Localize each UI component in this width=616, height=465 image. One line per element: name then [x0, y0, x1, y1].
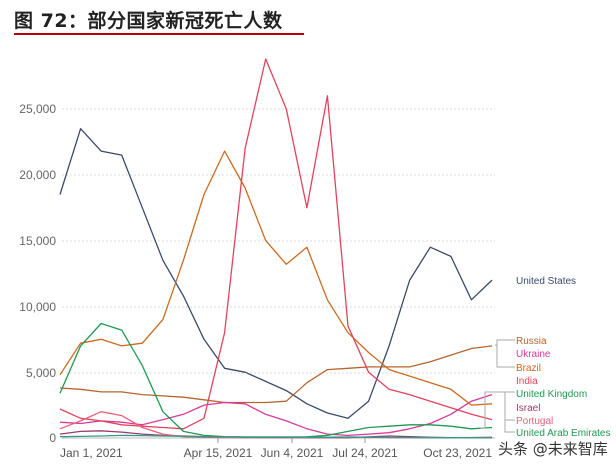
- series-line-united-arab-emirates: [59, 434, 492, 439]
- y-tick: 25,000: [19, 102, 56, 116]
- y-axis-labels: 25,000 20,000 15,000 10,000 5,000 0: [19, 102, 56, 445]
- legend-ukraine: Ukraine: [516, 349, 551, 360]
- series-line-united-states: [59, 128, 493, 419]
- legend-uae: United Arab Emirates: [516, 428, 611, 439]
- legend: United States Russia Ukraine Brazil Indi…: [516, 276, 611, 439]
- x-tick: Jul 24, 2021: [332, 446, 398, 460]
- x-tick: Jun 4, 2021: [261, 446, 324, 460]
- series-line-russia: [59, 345, 493, 404]
- x-axis-ticks: [217, 438, 366, 443]
- x-tick: Oct 23, 2021: [423, 446, 492, 460]
- x-tick: Jan 1, 2021: [60, 446, 123, 460]
- series-line-india: [59, 58, 493, 430]
- y-tick: 20,000: [19, 168, 56, 182]
- legend-brazil: Brazil: [516, 363, 541, 374]
- x-axis-labels: Jan 1, 2021 Apr 15, 2021 Jun 4, 2021 Jul…: [60, 446, 492, 460]
- y-tick: 0: [49, 431, 56, 445]
- title-underline: [14, 33, 304, 35]
- legend-india: India: [516, 376, 538, 387]
- legend-connectors: [480, 339, 515, 433]
- y-tick: 10,000: [19, 300, 56, 314]
- gridlines: [62, 108, 495, 374]
- y-tick: 15,000: [19, 234, 56, 248]
- x-tick: Apr 15, 2021: [184, 446, 253, 460]
- legend-portugal: Portugal: [516, 416, 553, 427]
- watermark: 头条 @未来智库: [496, 438, 610, 459]
- legend-russia: Russia: [516, 336, 547, 347]
- legend-united-kingdom: United Kingdom: [516, 389, 587, 400]
- y-tick: 5,000: [26, 366, 56, 380]
- series-line-brazil: [59, 150, 493, 406]
- legend-israel: Israel: [516, 403, 540, 414]
- series-line-united-kingdom: [59, 322, 493, 438]
- chart-title: 图 72：部分国家新冠死亡人数: [14, 10, 283, 32]
- legend-united-states: United States: [516, 276, 576, 287]
- series-line-ukraine: [59, 393, 493, 437]
- series-layer: [59, 58, 493, 439]
